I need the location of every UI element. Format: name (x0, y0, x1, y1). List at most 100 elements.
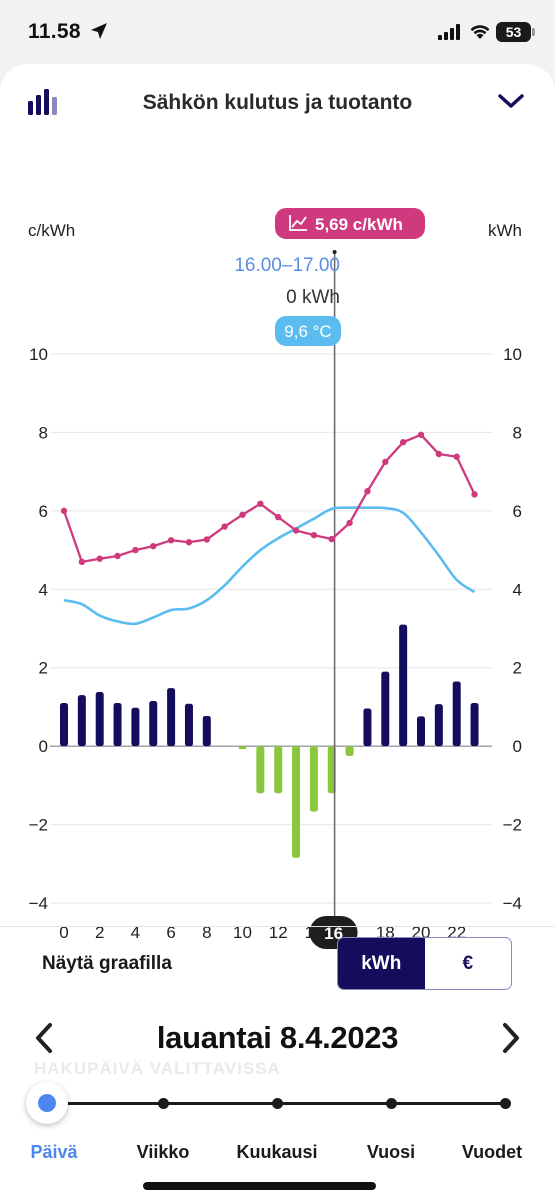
bar (470, 703, 479, 747)
divider (0, 926, 555, 927)
page-title: Sähkön kulutus ja tuotanto (142, 91, 413, 114)
bar (95, 692, 104, 747)
wifi-icon (470, 25, 490, 39)
period-label-vuodet[interactable]: Vuodet (461, 1142, 523, 1162)
bar (417, 716, 425, 747)
price-point (453, 453, 460, 460)
slider-stop-viikko[interactable] (158, 1098, 169, 1109)
bar (345, 746, 354, 756)
price-point (132, 546, 139, 554)
price-point (382, 458, 389, 466)
y-tick-right: 4 (513, 580, 522, 599)
chevron-down-icon[interactable] (497, 92, 525, 110)
bar (202, 715, 211, 747)
unit-toggle[interactable]: kWh € (337, 937, 512, 990)
trend-chart-icon (289, 215, 307, 231)
price-point (310, 531, 318, 539)
temperature-badge (275, 316, 341, 346)
price-point (185, 539, 193, 546)
bar-chart-icon (28, 89, 57, 115)
selected-hour-marker (332, 250, 337, 254)
slider-stop-vuodet[interactable] (500, 1098, 511, 1109)
price-point (114, 552, 121, 560)
chart-tooltip: 5,69 c/kWh 16.00–17.00 0 kWh 9,6 °C (234, 208, 425, 346)
next-date-icon[interactable] (501, 1022, 521, 1054)
price-point (471, 491, 478, 498)
slider-knob-dot (38, 1094, 56, 1112)
y-tick-left: −4 (29, 894, 48, 913)
y-tick-right: 6 (513, 502, 522, 521)
y-tick-right: 2 (513, 659, 522, 678)
period-slider-knob[interactable] (26, 1082, 68, 1124)
date-navigator: lauantai 8.4.2023 (0, 1018, 555, 1058)
period-label-kuukausi[interactable]: Kuukausi (236, 1142, 318, 1162)
y-tick-left: 4 (39, 580, 48, 599)
bar (452, 681, 461, 747)
slider-stop-kuukausi[interactable] (272, 1098, 283, 1109)
bar (184, 703, 193, 747)
bar (131, 707, 140, 747)
current-date: lauantai 8.4.2023 (156, 1020, 399, 1055)
bars (60, 624, 479, 858)
battery-indicator: 53 (496, 22, 531, 42)
price-point (167, 537, 175, 544)
period-label-viikko[interactable]: Viikko (136, 1142, 190, 1162)
price-point (275, 513, 282, 521)
bar (274, 746, 283, 794)
y-tick-left: 6 (39, 502, 48, 521)
x-tick: 10 (233, 923, 252, 942)
previous-date-icon[interactable] (34, 1022, 54, 1054)
bar (309, 746, 318, 812)
price-value: 5,69 c/kWh (315, 215, 403, 234)
slider-stop-vuosi[interactable] (386, 1098, 397, 1109)
y-tick-right: −4 (503, 894, 522, 913)
price-point (221, 523, 228, 530)
bar (238, 746, 247, 750)
chart-grid (50, 353, 492, 904)
y-tick-right: 10 (503, 345, 522, 364)
price-point (257, 500, 264, 507)
time-range: 16.00–17.00 (234, 255, 340, 276)
y-tick-left: 10 (29, 345, 48, 364)
energy-value: 0 kWh (286, 287, 340, 308)
x-tick: 4 (131, 923, 140, 942)
price-point (150, 542, 157, 550)
bar (434, 704, 443, 747)
bar (399, 624, 408, 747)
bar (292, 746, 301, 858)
bottom-sheet: Sähkön kulutus ja tuotanto 10 10 8 8 6 6 4 4 2 2 0… (0, 64, 555, 1200)
period-label-paiva[interactable]: Päivä (30, 1142, 78, 1162)
toggle-euro[interactable]: € (462, 952, 474, 974)
price-point (203, 536, 210, 543)
x-tick: 6 (166, 923, 175, 942)
left-axis-unit: c/kWh (28, 221, 75, 240)
temperature-line (63, 506, 476, 626)
price-point (417, 431, 425, 438)
price-point (292, 527, 300, 534)
y-tick-left: 2 (39, 659, 48, 678)
bar (167, 688, 176, 747)
x-tick: 2 (95, 923, 104, 942)
status-bar: 11.58 53 (0, 0, 555, 64)
bar (256, 746, 265, 794)
period-label-vuosi[interactable]: Vuosi (366, 1142, 416, 1162)
x-tick: 0 (59, 923, 68, 942)
right-axis-unit: kWh (488, 221, 522, 240)
toggle-kwh[interactable]: kWh (338, 938, 425, 989)
bar (60, 703, 68, 747)
bar (327, 746, 336, 794)
ghost-hint-text: HAKUPÄIVÄ VALITTAVISSA (34, 1059, 281, 1078)
x-tick: 12 (269, 923, 288, 942)
home-indicator (143, 1182, 376, 1190)
status-time: 11.58 (28, 20, 81, 43)
y-tick-right: −2 (503, 816, 522, 835)
price-badge (275, 208, 425, 239)
y-tick-left: 0 (39, 737, 48, 756)
y-tick-left: −2 (29, 816, 48, 835)
battery-tip (532, 28, 535, 36)
price-point (435, 450, 443, 458)
bar (77, 695, 86, 747)
price-point (239, 511, 246, 518)
